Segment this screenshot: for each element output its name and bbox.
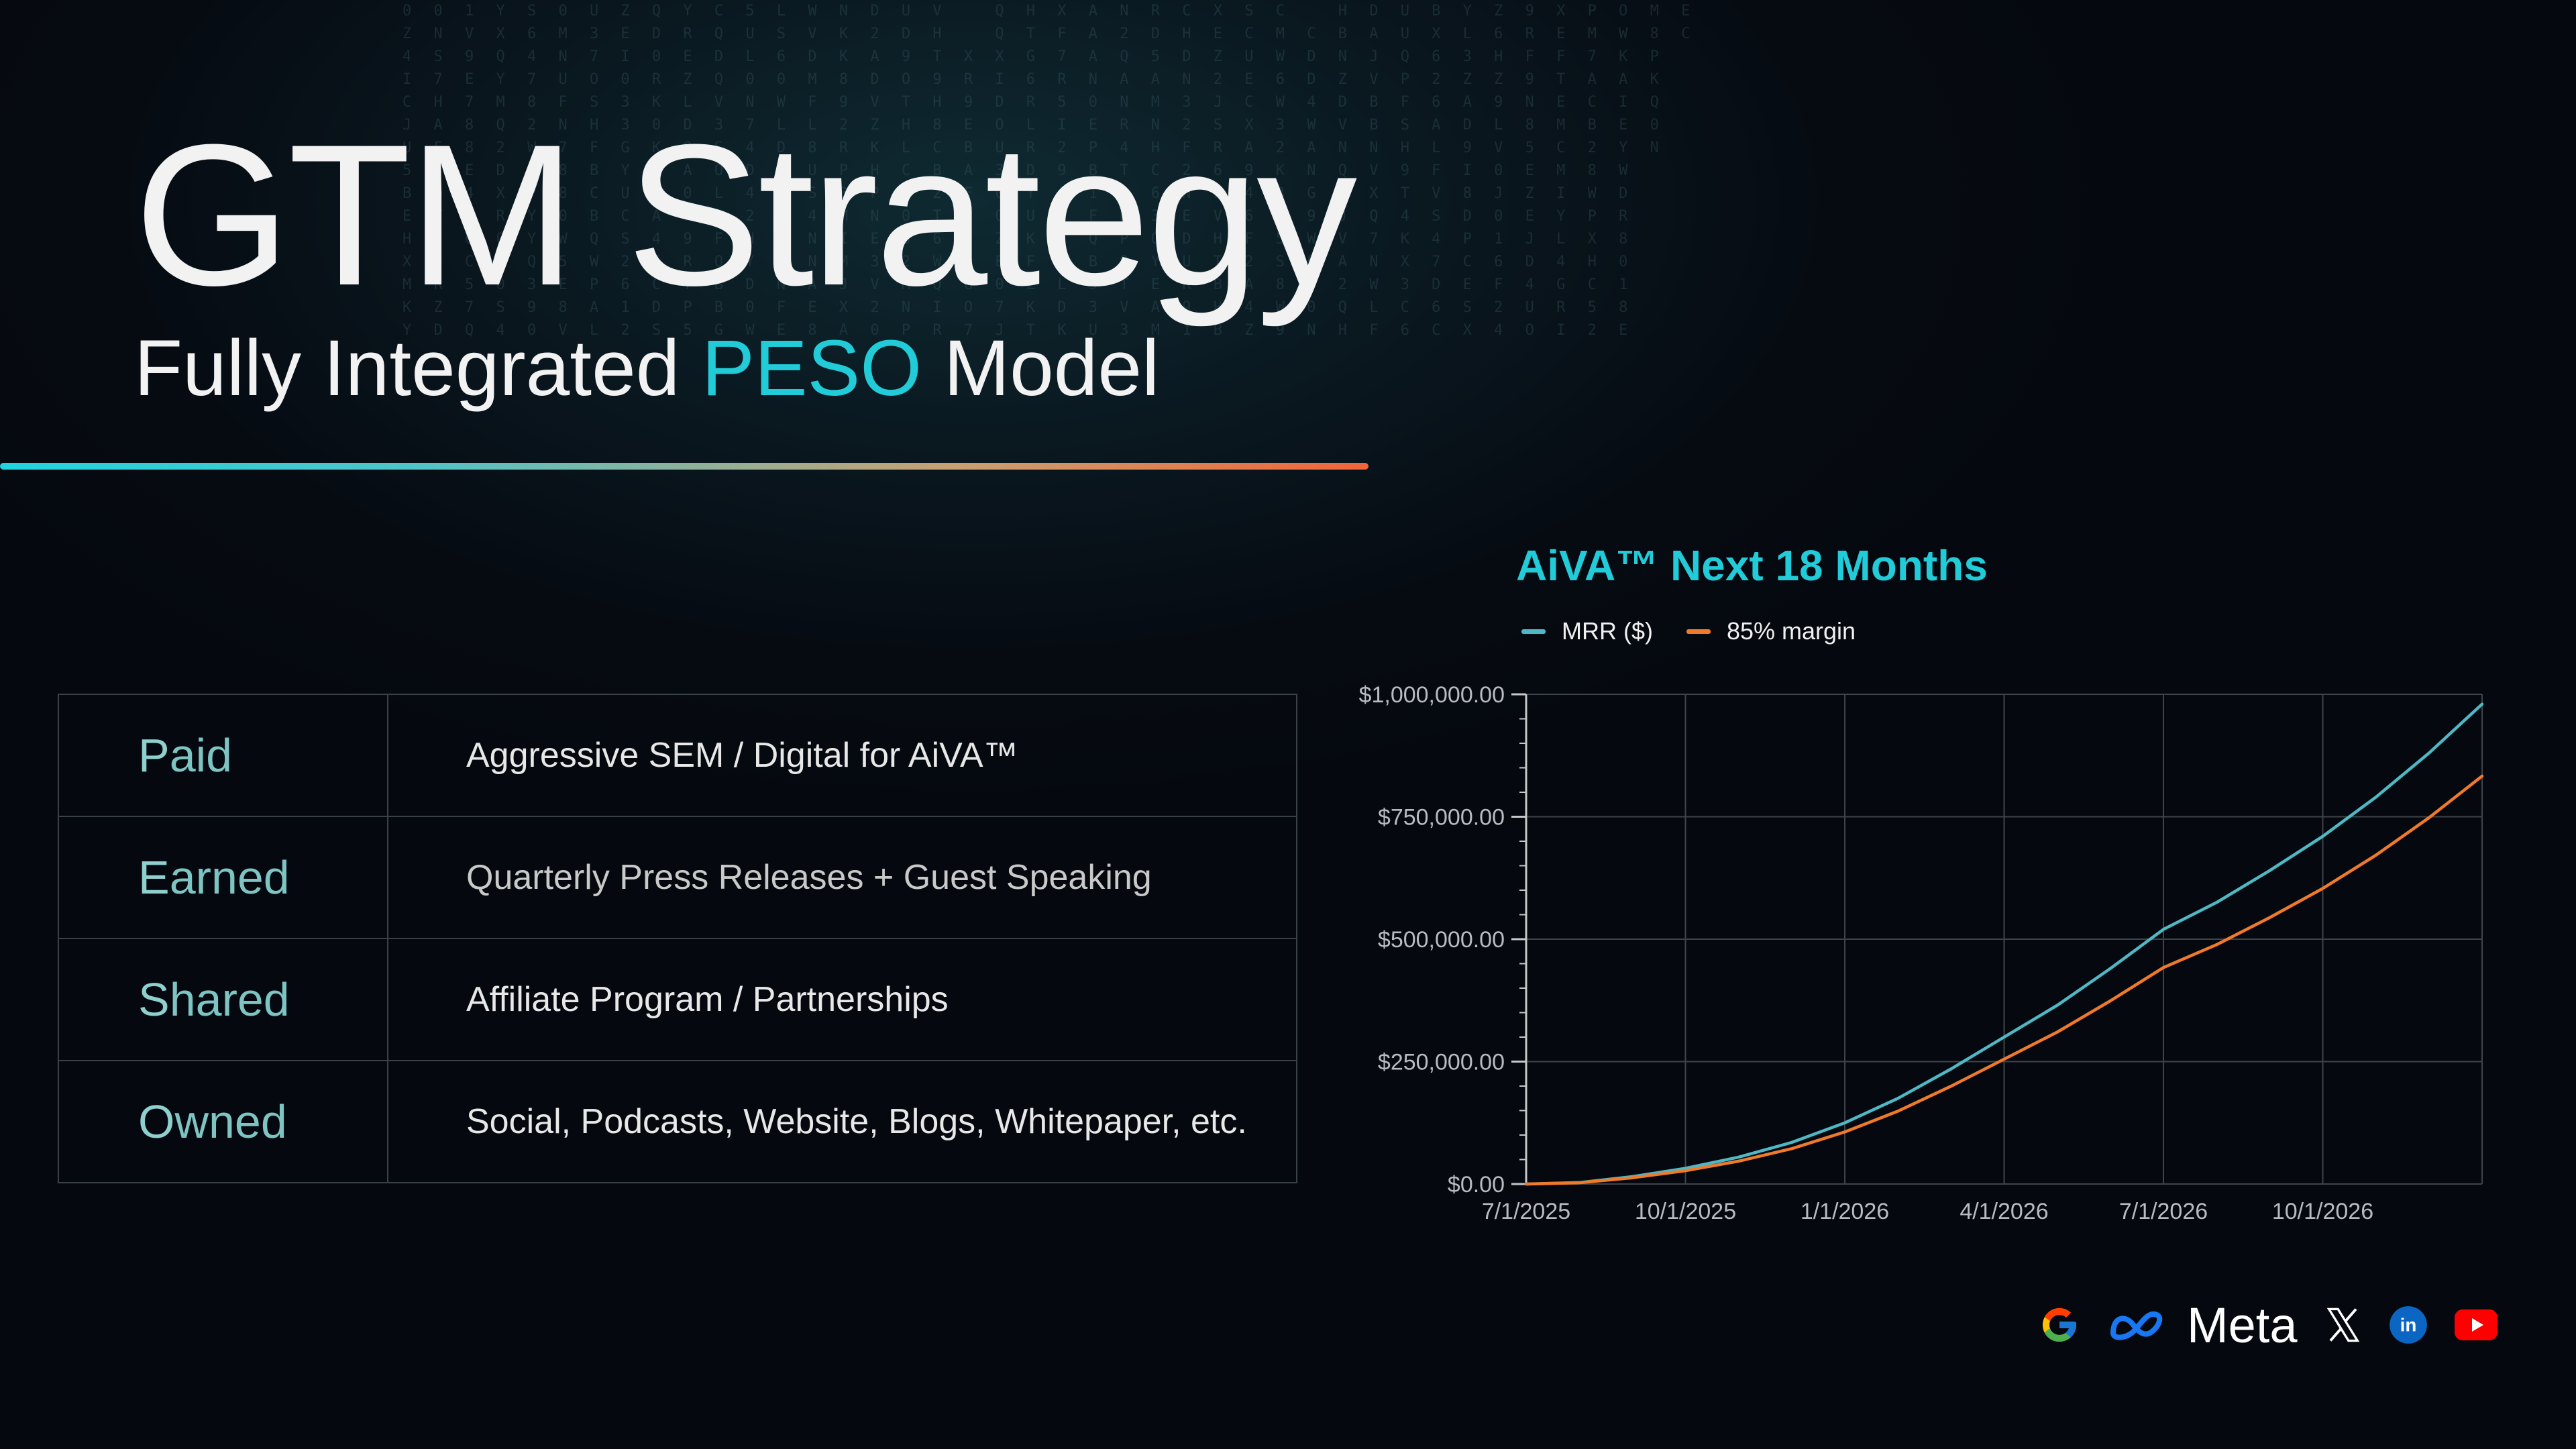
x-tick-label: 7/1/2025 [1482,1199,1570,1224]
peso-key-owned: Owned [58,1060,388,1183]
peso-key-initial: O [138,1095,175,1148]
peso-key-earned: Earned [58,816,388,939]
legend-swatch [1686,629,1711,634]
brand-logos: Meta in [2039,1295,2524,1355]
background-code-texture: 0 0 1 Y S 0 U Z Q Y C 5 L W N D U V Q H … [402,3,1697,339]
y-tick-label: $750,000.00 [1378,805,1505,830]
peso-key-initial: P [138,729,170,782]
peso-description: Quarterly Press Releases + Guest Speakin… [387,816,1297,939]
peso-description: Affiliate Program / Partnerships [387,938,1297,1061]
peso-key-rest: arned [169,851,290,904]
peso-key-shared: Shared [58,938,388,1061]
title-divider [0,463,1368,470]
svg-text:in: in [2400,1314,2416,1335]
page-title: GTM Strategy [134,102,1357,327]
meta-icon [2110,1311,2163,1340]
peso-description: Social, Podcasts, Website, Blogs, Whitep… [387,1060,1297,1183]
peso-description: Aggressive SEM / Digital for AiVA™ [387,694,1297,817]
y-tick-label: $250,000.00 [1378,1050,1505,1075]
peso-table: Paid Aggressive SEM / Digital for AiVA™ … [58,694,1297,1183]
y-tick-label: $500,000.00 [1378,927,1505,953]
youtube-icon [2454,1309,2498,1340]
subtitle-pre: Fully Integrated [134,324,702,413]
x-tick-label: 10/1/2026 [2272,1199,2373,1224]
chart-title: AiVA™ Next 18 Months [1516,541,1988,590]
peso-key-initial: E [138,851,170,904]
peso-key-rest: wned [174,1095,287,1148]
legend-item-mrr: MRR ($) [1521,617,1653,645]
google-icon [2043,1308,2076,1342]
table-row: Shared Affiliate Program / Partnerships [58,938,1297,1061]
peso-key-paid: Paid [58,694,388,817]
y-tick-label: $1,000,000.00 [1359,682,1505,708]
linkedin-icon: in [2389,1306,2427,1344]
mrr-line-chart: $0.00 $250,000.00 $500,000.00 $750,000.00 $1… [1359,682,2484,1224]
chart-legend: MRR ($) 85% margin [1521,614,1889,648]
table-row: Owned Social, Podcasts, Website, Blogs, … [58,1060,1297,1183]
page-subtitle: Fully Integrated PESO Model [134,329,1159,408]
x-icon [2326,1307,2359,1342]
table-row: Earned Quarterly Press Releases + Guest … [58,816,1297,939]
legend-item-margin: 85% margin [1686,617,1856,645]
legend-swatch [1521,629,1546,634]
x-tick-label: 7/1/2026 [2119,1199,2208,1224]
peso-key-initial: S [138,973,170,1026]
meta-wordmark: Meta [2187,1297,2298,1353]
x-tick-label: 1/1/2026 [1801,1199,1889,1224]
subtitle-post: Model [922,324,1160,413]
table-row: Paid Aggressive SEM / Digital for AiVA™ [58,694,1297,817]
series-line-mrr [1524,702,2484,1186]
series-line-margin [1524,774,2484,1186]
subtitle-highlight: PESO [702,324,922,413]
x-tick-label: 4/1/2026 [1960,1199,2048,1224]
legend-label: MRR ($) [1562,617,1653,645]
peso-key-rest: aid [169,729,233,782]
peso-key-rest: hared [169,973,290,1026]
y-tick-label: $0.00 [1448,1172,1505,1197]
legend-label: 85% margin [1726,617,1856,645]
x-tick-label: 10/1/2025 [1635,1199,1736,1224]
